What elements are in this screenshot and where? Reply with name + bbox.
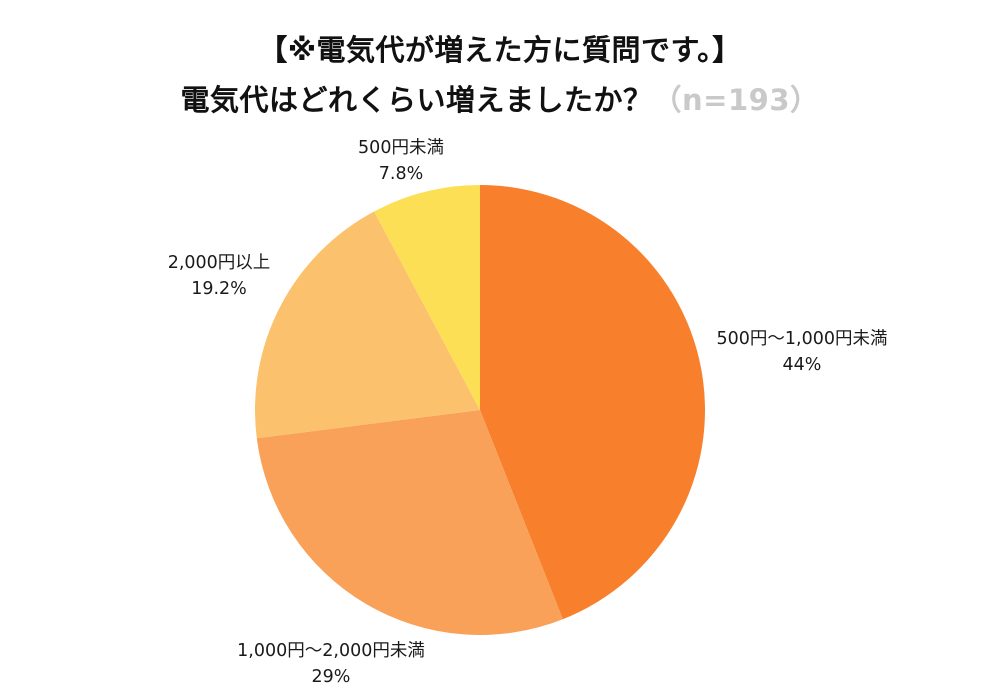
page-title: 【※電気代が増えた方に質問です。】 電気代はどれくらい増えましたか？（n=193… — [0, 26, 1000, 126]
pie-chart-container — [254, 185, 706, 636]
slice-label-500-1000: 500円〜1,000円未満 44% — [716, 326, 887, 379]
slice-percent: 29% — [311, 667, 351, 688]
pie-slice-3 — [374, 185, 480, 410]
slice-label-1000-2000: 1,000円〜2,000円未満 29% — [237, 638, 425, 691]
slice-label-text: 500円〜1,000円未満 — [716, 329, 888, 349]
slice-percent: 19.2% — [191, 279, 247, 300]
slice-percent: 44% — [782, 355, 822, 376]
chart-title-question: 電気代はどれくらい増えましたか？ — [180, 82, 653, 117]
pie-slice-1 — [256, 410, 563, 636]
sample-size-badge: （n=193） — [652, 82, 820, 117]
slice-label-under-500: 500円未満 7.8% — [358, 135, 444, 188]
slice-label-text: 1,000円〜2,000円未満 — [237, 641, 425, 661]
pie-slice-0 — [480, 185, 706, 620]
pie-slice-2 — [254, 211, 480, 439]
slice-label-text: 2,000円以上 — [167, 253, 271, 273]
pie-chart — [254, 185, 706, 636]
slice-label-text: 500円未満 — [358, 138, 444, 158]
slice-label-over-2000: 2,000円以上 19.2% — [168, 250, 271, 303]
chart-title-line1: 【※電気代が増えた方に質問です。】 — [258, 33, 742, 67]
slice-percent: 7.8% — [378, 164, 424, 185]
chart-title-line2: 電気代はどれくらい増えましたか？（n=193） — [0, 76, 1000, 126]
